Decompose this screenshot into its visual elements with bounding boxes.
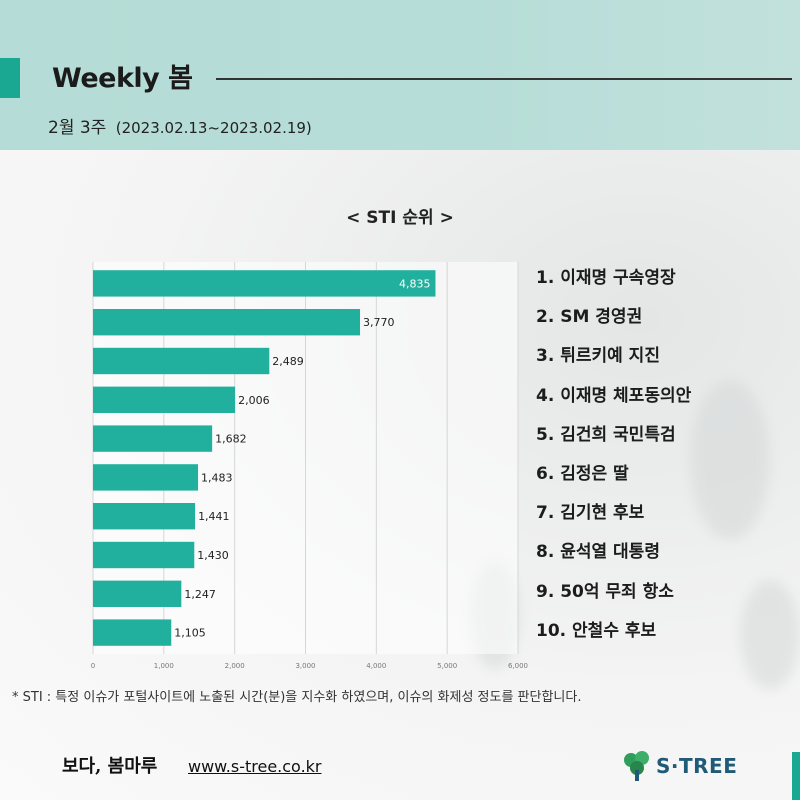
background-blur-shape — [690, 380, 770, 540]
website-link[interactable]: www.s-tree.co.kr — [188, 757, 322, 776]
bar-value-label: 3,770 — [363, 316, 395, 329]
bar — [93, 464, 199, 491]
bar-value-label: 1,105 — [174, 627, 206, 640]
bar-value-label: 1,430 — [197, 549, 229, 562]
bar-value-label: 2,006 — [238, 394, 270, 407]
header-accent-bar — [0, 58, 20, 98]
title-rule — [216, 78, 792, 80]
bar-value-label: 1,483 — [201, 471, 233, 484]
date-range: (2023.02.13~2023.02.19) — [115, 119, 312, 137]
bar — [93, 270, 436, 297]
ranking-list: 1. 이재명 구속영장 2. SM 경영권 3. 튀르키예 지진 4. 이재명 체포동… — [536, 262, 786, 654]
ranking-item: 3. 튀르키예 지진 — [536, 346, 660, 367]
footer-accent-bar — [792, 752, 800, 800]
bar — [93, 386, 236, 413]
background-blur-shape — [740, 580, 800, 690]
x-tick-label: 0 — [91, 662, 95, 670]
ranking-item: 9. 50억 무죄 항소 — [536, 581, 674, 602]
header-band — [0, 0, 800, 150]
bar-value-label: 1,247 — [184, 588, 216, 601]
page-title: Weekly 봄 — [52, 63, 193, 94]
bar — [93, 309, 361, 336]
ranking-item: 5. 김건희 국민특검 — [536, 424, 676, 445]
chart-title: < STI 순위 > — [346, 208, 454, 228]
ranking-item: 2. SM 경영권 — [536, 307, 643, 328]
ranking-item: 10. 안철수 후보 — [536, 620, 657, 641]
x-tick-label: 2,000 — [225, 662, 245, 670]
bar-value-label: 4,835 — [399, 277, 431, 290]
ranking-item: 6. 김정은 딸 — [536, 463, 629, 484]
x-tick-label: 6,000 — [508, 662, 528, 670]
bar-value-label: 2,489 — [272, 355, 304, 368]
bar — [93, 425, 213, 452]
brand-signature: 보다, 봄마루 — [62, 756, 158, 777]
week-label: 2월 3주 — [48, 118, 107, 138]
x-tick-label: 3,000 — [295, 662, 315, 670]
ranking-item: 8. 윤석열 대통령 — [536, 542, 660, 563]
bar — [93, 619, 172, 646]
bar — [93, 347, 270, 375]
ranking-item: 7. 김기현 후보 — [536, 503, 645, 524]
week-subtitle: 2월 3주 (2023.02.13~2023.02.19) — [48, 113, 312, 138]
logo-text: S·TREE — [656, 754, 738, 778]
x-tick-label: 5,000 — [437, 662, 457, 670]
tree-icon — [624, 751, 649, 781]
bar — [93, 580, 182, 607]
ranking-item: 4. 이재명 체포동의안 — [536, 385, 692, 406]
bar-value-label: 1,682 — [215, 433, 247, 446]
bar — [93, 503, 196, 530]
bar — [93, 541, 195, 569]
bar-value-label: 1,441 — [198, 510, 230, 523]
x-tick-label: 4,000 — [366, 662, 386, 670]
ranking-item: 1. 이재명 구속영장 — [536, 268, 676, 288]
footnote: * STI : 특정 이슈가 포털사이트에 노출된 시간(분)을 지수화 하였으… — [12, 690, 582, 705]
x-tick-label: 1,000 — [154, 662, 174, 670]
